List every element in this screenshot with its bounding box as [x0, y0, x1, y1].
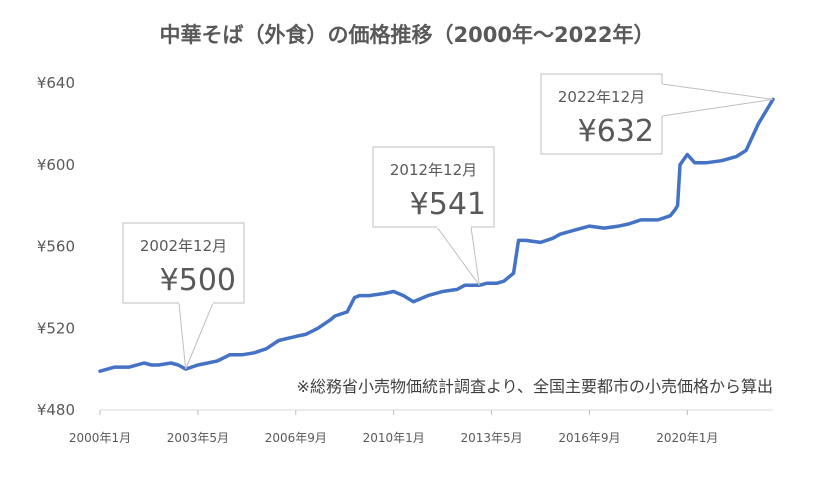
data-point	[628, 223, 630, 225]
data-point	[679, 164, 681, 166]
data-point	[686, 154, 688, 155]
data-point	[295, 335, 297, 337]
callout: 2012年12月 ¥541	[372, 146, 495, 286]
data-point	[114, 366, 116, 368]
x-tick-label: 2020年1月	[656, 431, 718, 445]
data-point	[358, 295, 360, 297]
data-point	[143, 362, 145, 364]
data-point	[674, 209, 676, 211]
y-tick-label: ¥600	[37, 156, 75, 174]
data-point	[618, 225, 620, 227]
callout-box	[372, 146, 495, 228]
callouts: 2002年12月 ¥500 2012年12月 ¥541 2022年12月 ¥632	[122, 73, 774, 370]
data-point	[412, 301, 414, 303]
data-point	[393, 291, 395, 292]
data-point	[427, 295, 429, 297]
data-point	[513, 272, 515, 274]
callout: 2002年12月 ¥500	[122, 222, 245, 370]
data-point	[464, 284, 466, 286]
data-point	[559, 233, 561, 235]
callout-value: ¥632	[578, 114, 654, 149]
chart-title: 中華そば（外食）の価格推移（2000年～2022年）	[160, 23, 655, 47]
data-point	[669, 215, 671, 217]
data-point	[278, 340, 280, 341]
data-point	[471, 284, 473, 286]
data-point	[158, 364, 160, 366]
data-point	[518, 239, 519, 241]
y-tick-label: ¥480	[37, 401, 75, 419]
data-point	[150, 364, 152, 366]
data-point	[525, 239, 527, 241]
data-point	[229, 354, 231, 356]
callout-pointer	[661, 83, 774, 117]
data-point	[540, 241, 541, 243]
data-point	[197, 364, 199, 366]
callout-pointer	[436, 226, 480, 286]
data-point	[694, 162, 696, 164]
data-point	[265, 348, 267, 350]
x-tick-label: 2016年9月	[558, 431, 620, 445]
data-point	[217, 360, 218, 362]
data-point	[177, 364, 179, 366]
callout-value: ¥541	[410, 187, 486, 222]
data-point	[640, 219, 642, 221]
y-tick-label: ¥560	[37, 238, 75, 256]
data-point	[496, 282, 497, 284]
data-point	[253, 352, 255, 354]
callout-value: ¥500	[160, 263, 236, 298]
data-point	[368, 295, 370, 297]
callout-date: 2002年12月	[140, 237, 227, 255]
callout-box	[122, 222, 245, 304]
x-tick-label: 2000年1月	[69, 431, 131, 445]
data-point	[456, 288, 458, 290]
callout-date: 2012年12月	[390, 161, 477, 179]
callout-box	[540, 73, 663, 155]
data-point	[745, 149, 747, 151]
x-tick-label: 2010年1月	[363, 431, 425, 445]
source-note: ※総務省小売物価統計調査より、全国主要都市の小売価格から算出	[297, 377, 773, 396]
callout: 2022年12月 ¥632	[540, 73, 774, 155]
x-tick-label: 2013年5月	[460, 431, 522, 445]
data-point	[354, 297, 355, 299]
y-axis: ¥480 ¥520 ¥560 ¥600 ¥640	[37, 74, 75, 419]
y-tick-label: ¥520	[37, 319, 75, 337]
y-tick-label: ¥640	[37, 74, 75, 92]
x-axis: 2000年1月 2003年5月 2006年9月 2010年1月 2013年5月 2016年…	[69, 409, 773, 445]
callout-date: 2022年12月	[558, 88, 645, 106]
data-point	[329, 319, 331, 321]
data-point	[574, 229, 576, 231]
data-point	[735, 156, 737, 158]
x-tick-label: 2003年5月	[167, 431, 229, 445]
data-point	[442, 291, 444, 292]
data-point	[241, 354, 243, 356]
data-point	[207, 362, 209, 364]
data-point	[657, 219, 659, 221]
data-point	[603, 227, 605, 229]
data-point	[721, 160, 723, 162]
x-tick-label: 2006年9月	[265, 431, 327, 445]
data-point	[589, 225, 590, 227]
data-point	[503, 280, 505, 282]
data-point	[305, 333, 307, 335]
data-point	[706, 162, 708, 164]
data-point	[403, 295, 404, 297]
data-point	[128, 366, 130, 368]
data-point	[170, 362, 172, 364]
data-point	[486, 282, 488, 284]
data-point	[383, 293, 385, 294]
data-point	[508, 276, 510, 278]
data-point	[552, 237, 554, 239]
callout-pointer	[178, 302, 214, 370]
data-point	[317, 327, 319, 329]
data-point	[346, 311, 348, 313]
data-point	[99, 370, 101, 372]
data-point	[334, 315, 336, 317]
data-point	[677, 205, 679, 207]
data-point	[757, 123, 759, 125]
